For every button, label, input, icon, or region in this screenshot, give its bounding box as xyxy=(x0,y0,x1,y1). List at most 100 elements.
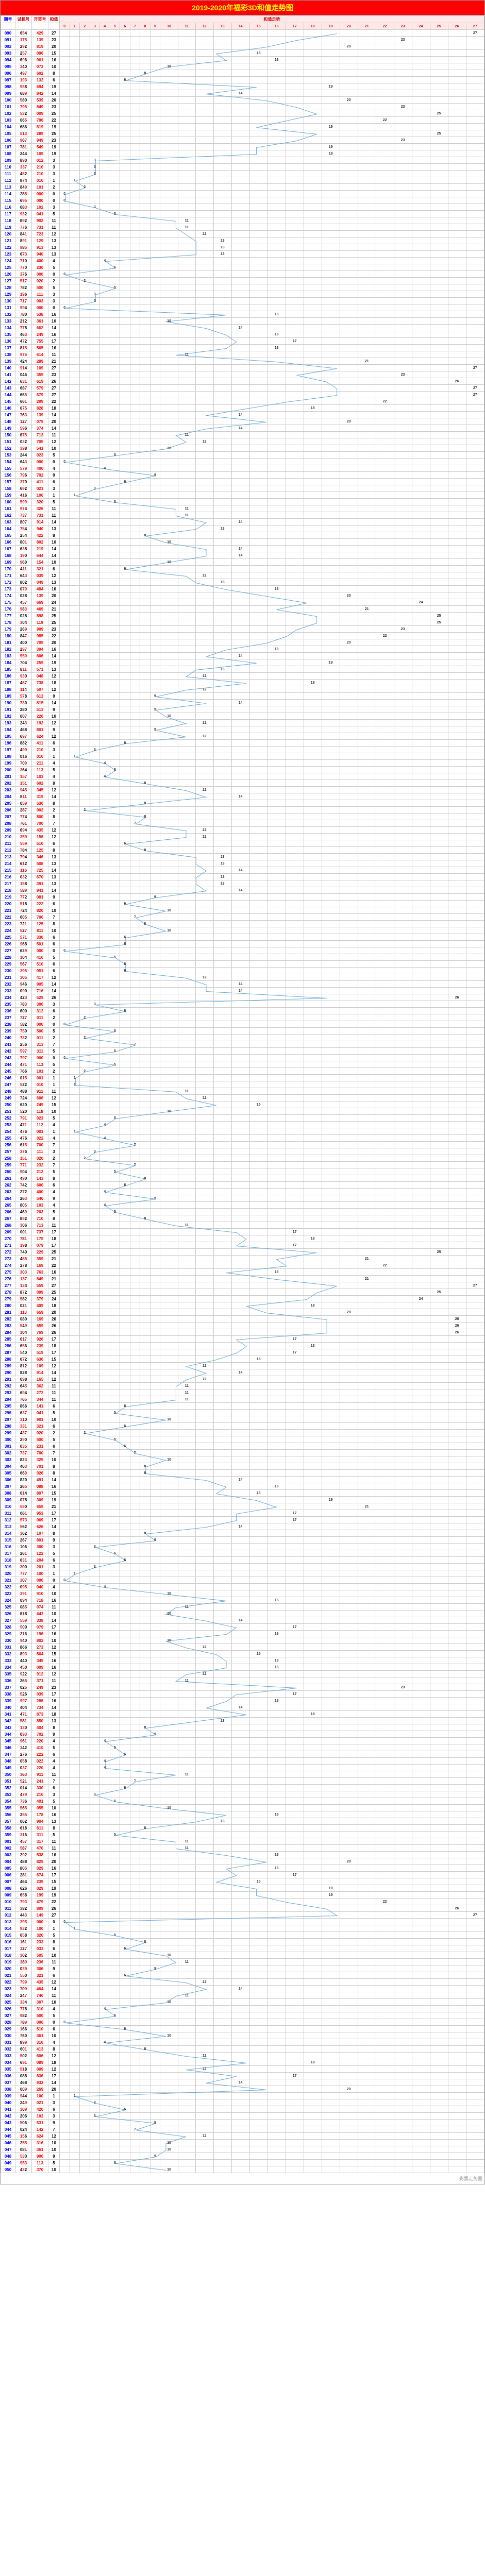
trend-cell xyxy=(412,733,430,740)
trend-cell xyxy=(430,217,448,224)
trend-cell xyxy=(178,633,195,639)
sum-node: 19 xyxy=(328,124,333,130)
trend-cell xyxy=(376,787,394,793)
trend-cell xyxy=(322,485,340,492)
sum-node: 0 xyxy=(62,459,68,465)
cell-test: 297 xyxy=(15,646,32,653)
trend-cell xyxy=(249,767,267,773)
trend-cell xyxy=(267,733,286,740)
sum-node: 3 xyxy=(92,205,97,210)
trend-cell xyxy=(160,50,178,57)
cell-sum: 14 xyxy=(48,552,60,559)
table-row: 09719313266 xyxy=(1,77,484,83)
cell-period: 209 xyxy=(1,827,15,834)
trend-cell xyxy=(100,251,110,258)
trend-cell xyxy=(195,130,213,137)
table-row: 1005805392020 xyxy=(1,97,484,104)
trend-cell xyxy=(90,780,100,787)
trend-cell xyxy=(430,860,448,867)
trend-cell xyxy=(160,378,178,385)
trend-cell xyxy=(110,526,120,532)
trend-cell xyxy=(376,572,394,579)
trend-cell xyxy=(267,974,286,981)
trend-cell xyxy=(150,740,160,747)
cell-win: 913 xyxy=(32,244,48,251)
cell-period: 199 xyxy=(1,760,15,767)
trend-cell xyxy=(267,626,286,633)
trend-cell xyxy=(120,1001,130,1008)
trend-cell xyxy=(376,418,394,425)
trend-cell xyxy=(160,579,178,586)
trend-cell xyxy=(140,907,150,914)
trend-cell xyxy=(448,532,466,539)
trend-cell xyxy=(195,479,213,485)
sum-node: 19 xyxy=(328,144,333,150)
trend-cell xyxy=(249,827,267,834)
trend-cell xyxy=(267,70,286,77)
trend-cell xyxy=(267,572,286,579)
trend-cell xyxy=(448,767,466,773)
cell-sum: 13 xyxy=(48,526,60,532)
cell-test: 028 xyxy=(15,592,32,599)
trend-cell xyxy=(100,499,110,505)
trend-cell xyxy=(249,820,267,827)
trend-cell xyxy=(150,572,160,579)
trend-cell xyxy=(195,150,213,157)
trend-cell xyxy=(130,639,140,646)
trend-cell xyxy=(412,927,430,934)
trend-cell xyxy=(90,921,100,927)
sum-node: 13 xyxy=(220,874,225,880)
trend-cell xyxy=(231,459,249,465)
trend-cell xyxy=(394,981,412,988)
trend-cell xyxy=(249,619,267,626)
trend-cell xyxy=(267,271,286,278)
trend-cell xyxy=(448,398,466,405)
trend-cell xyxy=(358,646,376,653)
trend-cell xyxy=(195,325,213,331)
trend-cell xyxy=(60,579,70,586)
trend-cell xyxy=(130,921,140,927)
sum-node: 3 xyxy=(92,747,97,753)
trend-cell xyxy=(178,974,195,981)
trend-cell xyxy=(60,780,70,787)
trend-cell xyxy=(100,921,110,927)
trend-cell xyxy=(80,130,90,137)
trend-cell xyxy=(90,405,100,412)
trend-cell: 4 xyxy=(100,760,110,767)
trend-cell xyxy=(249,298,267,304)
cell-win: 345 xyxy=(32,787,48,793)
cell-sum: 4 xyxy=(48,760,60,767)
trend-cell xyxy=(376,800,394,807)
cell-test: 780 xyxy=(15,311,32,318)
trend-cell xyxy=(304,211,322,217)
trend-cell xyxy=(195,37,213,43)
trend-cell xyxy=(110,720,120,726)
trend-cell xyxy=(60,639,70,646)
table-row: 11384910122 xyxy=(1,184,484,191)
trend-cell xyxy=(249,773,267,780)
trend-cell xyxy=(195,318,213,325)
trend-cell xyxy=(120,787,130,793)
trend-cell xyxy=(430,680,448,686)
trend-cell xyxy=(70,83,80,90)
trend-cell xyxy=(231,860,249,867)
trend-cell xyxy=(213,673,231,680)
trend-cell xyxy=(267,204,286,211)
cell-period: 130 xyxy=(1,298,15,304)
cell-win: 669 xyxy=(32,599,48,606)
table-row: 2313054171212 xyxy=(1,974,484,981)
trend-cell xyxy=(394,559,412,566)
trend-cell xyxy=(130,927,140,934)
trend-cell xyxy=(430,914,448,921)
trend-cell xyxy=(160,224,178,231)
trend-cell xyxy=(466,639,484,646)
trend-cell xyxy=(340,63,358,70)
trend-cell xyxy=(110,325,120,331)
trend-cell xyxy=(267,459,286,465)
trend-cell xyxy=(130,907,140,914)
trend-cell: 12 xyxy=(195,686,213,693)
trend-cell xyxy=(466,331,484,338)
trend-cell xyxy=(358,686,376,693)
trend-cell xyxy=(150,680,160,686)
trend-cell xyxy=(376,659,394,666)
